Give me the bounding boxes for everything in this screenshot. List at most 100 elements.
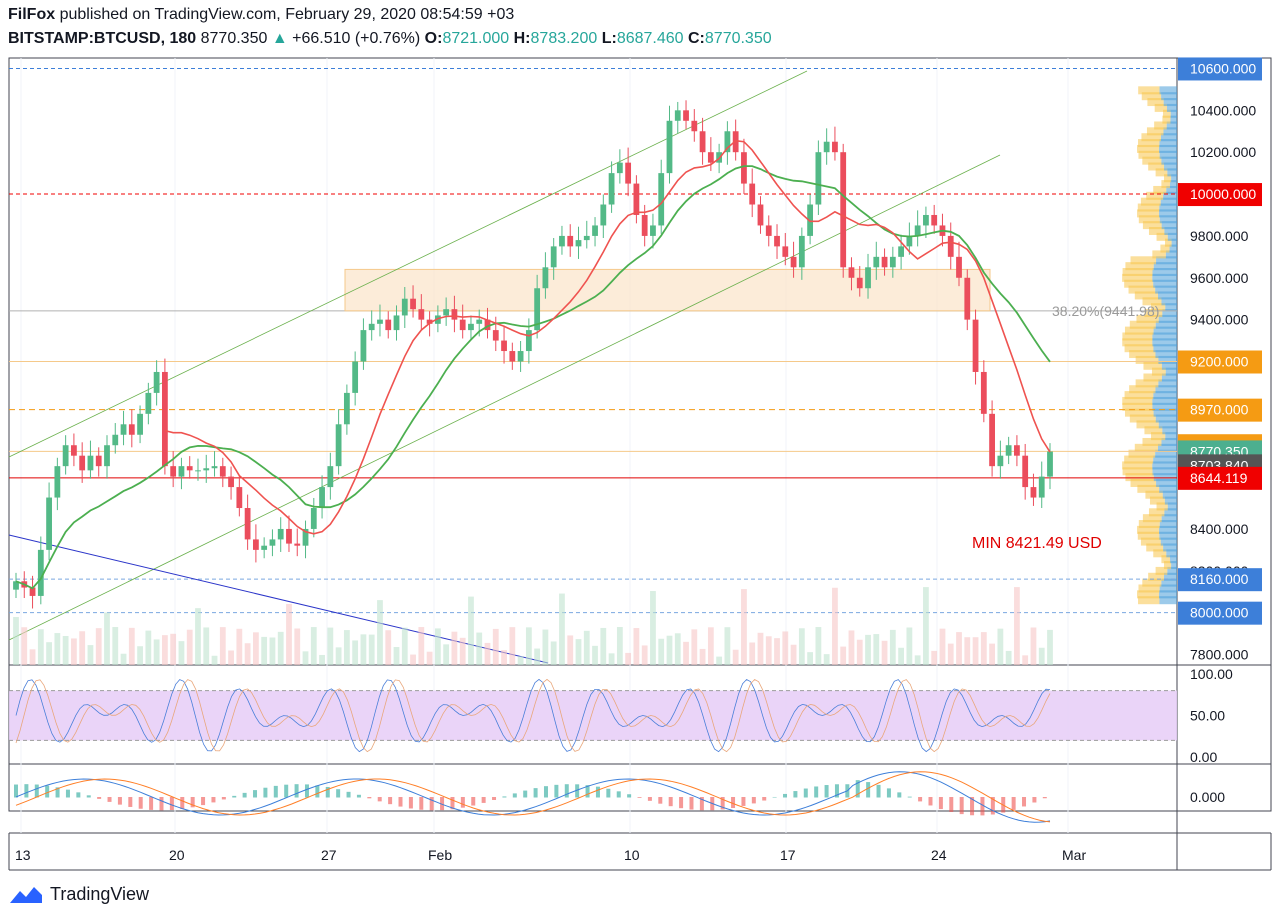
volume-profile-bar — [1164, 238, 1172, 247]
candle — [162, 371, 168, 467]
volume-profile-bar — [1146, 191, 1164, 200]
macd-histogram-bar — [180, 797, 185, 810]
volume-profile-bar — [1161, 156, 1177, 165]
volume-profile-bar — [1159, 139, 1177, 148]
candle — [650, 225, 656, 236]
volume-profile-bar — [1134, 291, 1159, 300]
volume-bar — [724, 627, 731, 665]
candle — [360, 330, 367, 362]
volume-profile-bar — [1152, 332, 1177, 341]
volume-profile-bar — [1149, 496, 1165, 505]
volume-profile-bar — [1161, 578, 1177, 587]
macd-histogram-bar — [595, 786, 600, 798]
macd-histogram-bar — [512, 793, 517, 798]
volume-bar — [707, 627, 714, 665]
volume-profile-bar — [1128, 449, 1156, 458]
candle — [294, 543, 301, 546]
volume-profile-bar — [1169, 180, 1177, 189]
macd-histogram-bar — [741, 797, 746, 806]
time-axis-label: Mar — [1062, 847, 1086, 863]
volume-bar — [79, 631, 86, 665]
macd-histogram-bar — [201, 797, 206, 806]
volume-profile-bar — [1152, 467, 1177, 476]
volume-profile-bar — [1122, 402, 1153, 411]
volume-profile-bar — [1138, 596, 1160, 605]
macd-histogram-bar — [117, 797, 122, 805]
volume-bar — [352, 640, 359, 665]
volume-profile-bar — [1129, 350, 1156, 359]
volume-bar — [525, 627, 532, 665]
volume-profile-bar — [1161, 514, 1177, 523]
volume-bar — [608, 653, 615, 665]
volume-profile-bar — [1122, 273, 1153, 282]
volume-profile-bar — [1155, 350, 1177, 359]
macd-histogram-bar — [169, 797, 174, 811]
volume-profile-bar — [1160, 197, 1177, 206]
candle — [906, 235, 913, 247]
candle — [319, 487, 325, 509]
volume-profile-bar — [1137, 590, 1160, 599]
macd-histogram-bar — [803, 788, 808, 798]
volume-bar — [956, 632, 962, 665]
candle — [749, 183, 756, 205]
macd-histogram-bar — [76, 792, 81, 798]
macd-histogram-bar — [793, 791, 798, 798]
macd-histogram-bar — [637, 797, 642, 798]
macd-histogram-bar — [970, 797, 975, 816]
volume-profile-bar — [1138, 139, 1160, 148]
candle — [343, 392, 350, 425]
candle — [815, 152, 822, 205]
volume-profile-bar — [1142, 297, 1162, 306]
macd-histogram-bar — [627, 794, 632, 798]
candle — [104, 445, 110, 467]
volume-profile-bar — [1124, 455, 1154, 464]
volume-bar — [137, 646, 143, 665]
price-label: 9200.000 — [1178, 350, 1262, 374]
volume-profile-bar — [1124, 408, 1154, 417]
volume-bar — [997, 628, 1004, 665]
volume-bar — [592, 645, 598, 665]
candle — [550, 246, 557, 268]
macd-histogram-bar — [1042, 797, 1047, 799]
volume-profile-bar — [1130, 478, 1157, 487]
volume-bar — [542, 629, 549, 665]
macd-histogram-bar — [138, 797, 143, 809]
volume-profile-bar — [1140, 197, 1161, 206]
price-change: +66.510 (+0.76%) — [292, 30, 421, 47]
rsi-axis-tick: 100.00 — [1190, 666, 1233, 682]
macd-histogram-bar — [959, 797, 964, 815]
volume-profile-bar — [1154, 103, 1167, 112]
macd-histogram-bar — [751, 797, 756, 804]
volume-bar — [302, 651, 309, 665]
tradingview-footer[interactable]: TradingView — [8, 884, 149, 905]
candle — [972, 319, 979, 372]
candle — [236, 487, 243, 509]
volume-bar — [1030, 627, 1037, 665]
volume-bar — [650, 591, 656, 665]
volume-profile-bar — [1129, 385, 1156, 394]
volume-bar — [898, 647, 904, 665]
volume-profile-bar — [1136, 420, 1159, 429]
volume-profile-bar — [1171, 174, 1177, 183]
volume-profile-bar — [1153, 185, 1167, 194]
candle — [956, 256, 962, 278]
price-axis-tick: 9600.000 — [1190, 270, 1249, 286]
volume-profile-bar — [1161, 221, 1177, 230]
volume-profile-bar — [1160, 244, 1170, 253]
volume-profile-bar — [1169, 555, 1177, 564]
volume-profile-bar — [1166, 121, 1177, 130]
volume-profile-bar — [1153, 344, 1177, 353]
time-axis-label: 20 — [169, 847, 185, 863]
volume-bar — [95, 628, 102, 665]
macd-histogram-bar — [107, 797, 112, 802]
price-label-box — [1178, 466, 1262, 490]
volume-profile-bar — [1169, 244, 1177, 253]
candle — [137, 413, 143, 435]
candle — [616, 162, 623, 174]
candle — [633, 183, 640, 215]
volume-profile-bar — [1171, 238, 1177, 247]
volume-profile-bar — [1154, 121, 1167, 130]
volume-bar — [550, 641, 557, 665]
volume-bar — [277, 631, 284, 665]
